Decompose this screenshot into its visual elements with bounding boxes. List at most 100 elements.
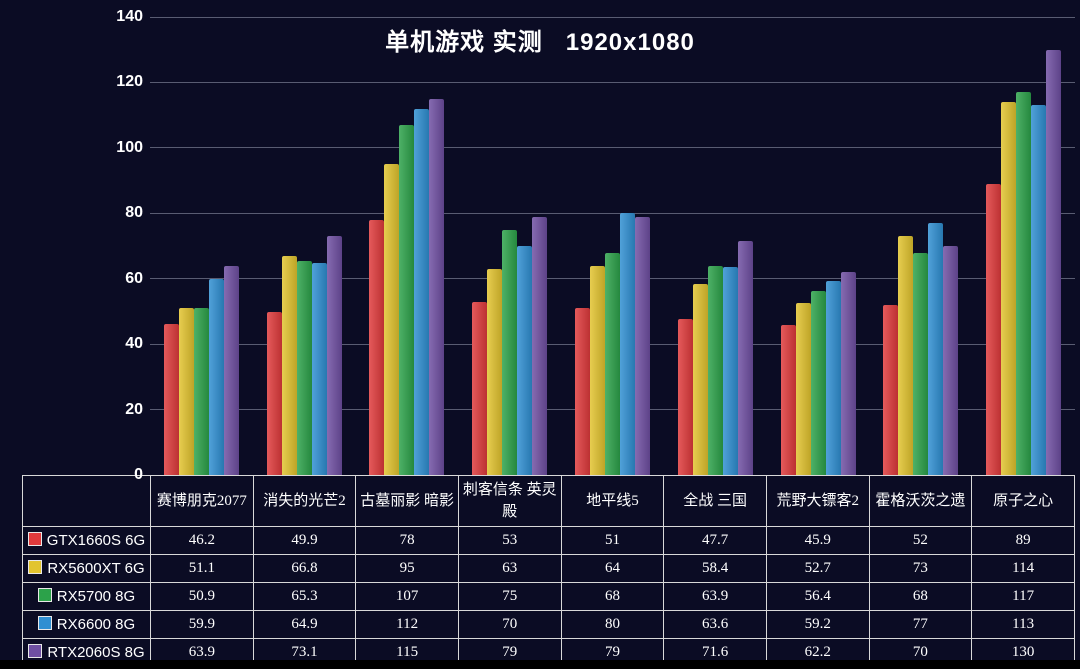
gridline [150,16,1075,18]
column-header-1: 消失的光芒2 [252,475,357,527]
series-name: RX5600XT 6G [47,560,145,577]
y-tick-label: 140 [116,8,143,25]
value-cell-1-2: 95 [355,554,459,583]
bar-rx6600-8g-4 [620,213,635,475]
column-header-3: 刺客信条 英灵殿 [457,475,562,527]
column-header-0: 赛博朋克2077 [150,475,254,527]
value-cell-0-7: 52 [868,526,973,555]
value-cell-2-3: 75 [457,582,562,611]
column-header-5: 全战 三国 [663,475,767,527]
legend-swatch [37,616,52,630]
gridline [150,212,1075,214]
series-name: RX5700 8G [56,588,136,605]
value-cell-3-6: 59.2 [765,610,870,639]
series-name: RTX2060S 8G [47,644,145,661]
bar-rx6600-8g-3 [517,246,533,475]
value-cell-1-4: 64 [560,554,665,583]
bar-rx5700-8g-4 [605,252,620,475]
value-cell-3-8: 113 [971,610,1075,639]
value-cell-0-3: 53 [457,526,562,555]
bar-rx5700-8g-8 [1016,92,1032,475]
bar-rx5700-8g-3 [502,229,518,475]
bar-rx6600-8g-5 [722,266,738,475]
value-cell-0-2: 78 [355,526,459,555]
bar-rtx2060s-8g-0 [223,265,239,475]
bar-rx6600-8g-7 [928,223,944,475]
value-cell-1-7: 73 [868,554,973,583]
y-tick-label: 40 [125,335,143,353]
value-cell-0-8: 89 [971,526,1075,555]
value-cell-3-0: 59.9 [150,610,254,639]
legend-swatch [27,532,42,546]
bar-gtx1660s-6g-2 [369,219,385,475]
bar-gtx1660s-6g-8 [986,183,1002,475]
y-tick-label: 0 [134,466,143,483]
bar-rx5700-8g-5 [707,265,723,475]
value-cell-3-3: 70 [457,610,562,639]
value-cell-3-7: 77 [868,610,973,639]
y-tick-label: 80 [125,204,143,222]
plot-area [150,16,1075,475]
bar-rtx2060s-8g-1 [326,235,342,475]
table-row: RX6600 8G 59.9 64.9 112 70 80 63.6 59.2 77 113 [22,610,1075,639]
bar-gtx1660s-6g-6 [780,324,796,475]
data-table: 赛博朋克2077 消失的光芒2 古墓丽影 暗影 刺客信条 英灵殿 地平线5 全战 三国 荒野… [22,475,1075,667]
bar-gtx1660s-6g-1 [266,311,282,475]
bar-gtx1660s-6g-7 [883,304,899,475]
value-cell-1-6: 52.7 [765,554,870,583]
y-tick-label: 60 [125,269,143,287]
value-cell-0-5: 47.7 [663,526,767,555]
series-name: RX6600 8G [56,616,136,633]
y-tick-label: 20 [125,400,143,418]
bar-gtx1660s-6g-4 [575,308,590,475]
value-cell-1-1: 66.8 [252,554,357,583]
value-cell-1-3: 63 [457,554,562,583]
value-cell-0-4: 51 [560,526,665,555]
legend-swatch [28,560,43,574]
bar-gtx1660s-6g-0 [163,323,179,475]
value-cell-0-6: 45.9 [765,526,870,555]
series-label-cell: RX5600XT 6G [22,554,151,583]
bar-rx5700-8g-1 [296,261,312,475]
bar-rtx2060s-8g-7 [943,246,959,475]
bar-rx6600-8g-2 [414,108,430,475]
value-cell-2-1: 65.3 [252,582,357,611]
column-header-4: 地平线5 [560,475,665,527]
value-cell-3-1: 64.9 [252,610,357,639]
bar-rx5700-8g-0 [193,308,209,475]
bar-rtx2060s-8g-3 [532,216,548,475]
y-tick-label: 100 [116,138,143,156]
gridline [150,81,1075,83]
y-tick-label: 120 [116,73,143,91]
bar-rx5600xt-6g-1 [281,256,297,475]
bar-rx5600xt-6g-3 [487,268,503,475]
value-cell-3-2: 112 [355,610,459,639]
table-corner-cell [22,475,151,527]
bar-rx6600-8g-6 [825,281,841,475]
series-label-cell: RX5700 8G [22,582,151,611]
series-label-cell: GTX1660S 6G [22,526,151,555]
bar-rx6600-8g-1 [311,262,327,475]
column-header-8: 原子之心 [971,475,1075,527]
column-header-7: 霍格沃茨之遗 [868,475,973,527]
column-header-2: 古墓丽影 暗影 [355,475,459,527]
chart-title: 单机游戏 实测 1920x1080 [385,29,695,56]
bar-rx5700-8g-6 [810,290,826,475]
bar-rtx2060s-8g-2 [429,98,445,475]
value-cell-2-0: 50.9 [150,582,254,611]
value-cell-2-5: 63.9 [663,582,767,611]
legend-swatch [37,588,52,602]
bar-rtx2060s-8g-8 [1046,49,1062,475]
legend-swatch [28,644,43,658]
value-cell-1-5: 58.4 [663,554,767,583]
table-header-row: 赛博朋克2077 消失的光芒2 古墓丽影 暗影 刺客信条 英灵殿 地平线5 全战 三国 荒野… [22,475,1075,527]
bar-rx5600xt-6g-4 [590,265,605,475]
bar-rx5600xt-6g-2 [384,164,400,475]
bar-rx5600xt-6g-5 [692,283,708,475]
bar-rx6600-8g-0 [208,279,224,475]
value-cell-0-1: 49.9 [252,526,357,555]
bar-gtx1660s-6g-5 [677,318,693,475]
value-cell-2-6: 56.4 [765,582,870,611]
bar-rx5600xt-6g-8 [1001,102,1017,475]
